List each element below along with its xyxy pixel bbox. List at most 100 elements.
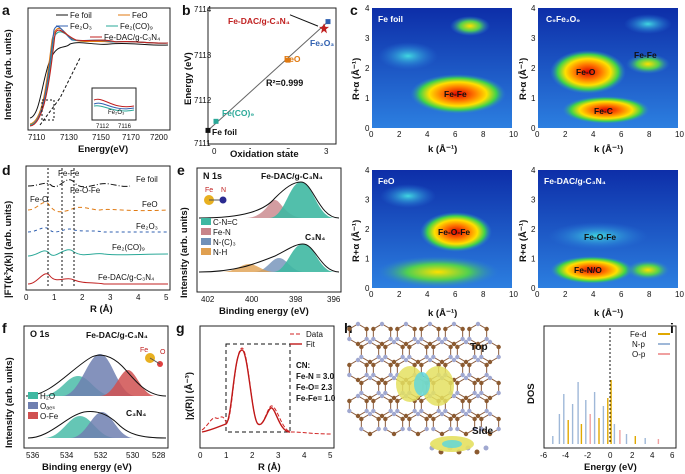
y-tick: 2 bbox=[531, 64, 536, 73]
legend-o-p: O-p bbox=[632, 350, 646, 359]
atom bbox=[391, 339, 397, 345]
y-axis-label: Intensity (arb. units) bbox=[3, 29, 14, 120]
atom bbox=[367, 359, 373, 365]
atom bbox=[355, 413, 361, 419]
atom bbox=[355, 377, 361, 383]
atom bbox=[379, 377, 385, 383]
lattice-ring bbox=[396, 323, 416, 345]
x-tick: 402 bbox=[201, 295, 215, 304]
x-tick: 4 bbox=[425, 130, 430, 139]
atom bbox=[484, 326, 489, 332]
c-n-c-peak-top bbox=[269, 182, 335, 218]
y-tick: 7113 bbox=[194, 51, 212, 60]
tile-title: FeO bbox=[378, 176, 395, 186]
plot-frame bbox=[207, 7, 337, 145]
legend-fe-foil: Fe foil bbox=[70, 11, 92, 20]
x-tick: 0 bbox=[535, 290, 540, 299]
x-tick: 2 bbox=[563, 130, 568, 139]
atom bbox=[415, 411, 421, 417]
lattice-structure bbox=[347, 321, 501, 455]
x-tick: 4 bbox=[591, 130, 596, 139]
atom bbox=[463, 339, 469, 345]
data-point bbox=[285, 57, 291, 63]
y-tick: 4 bbox=[531, 166, 536, 175]
atom-label: Fe bbox=[205, 187, 213, 194]
legend-fit: Fit bbox=[306, 340, 316, 349]
cn-heading: CN: bbox=[296, 361, 310, 370]
atom bbox=[427, 357, 433, 363]
atom bbox=[347, 336, 352, 342]
atom bbox=[415, 339, 421, 345]
lattice-ring bbox=[348, 395, 368, 417]
n-h-peak bbox=[221, 264, 275, 272]
core-level-title: O 1s bbox=[30, 329, 50, 339]
atom bbox=[451, 393, 457, 399]
atom bbox=[455, 416, 460, 422]
atom bbox=[367, 411, 373, 417]
atom bbox=[379, 413, 385, 419]
x-tick: 2 bbox=[250, 451, 255, 460]
panel-label: f bbox=[2, 320, 7, 336]
x-tick: 3 bbox=[324, 147, 329, 156]
lattice-ring bbox=[456, 377, 476, 399]
lattice-ring bbox=[372, 359, 392, 381]
data-point bbox=[213, 118, 219, 124]
atom bbox=[419, 326, 424, 332]
atom bbox=[391, 395, 397, 401]
atom bbox=[475, 413, 481, 419]
x-tick: 530 bbox=[126, 451, 140, 460]
atom bbox=[455, 390, 460, 396]
lattice-ring bbox=[468, 323, 488, 345]
lattice-ring bbox=[432, 341, 452, 363]
y-tick: 3 bbox=[531, 34, 536, 43]
atom bbox=[407, 416, 412, 422]
atom bbox=[455, 344, 460, 350]
x-tick: 532 bbox=[94, 451, 108, 460]
legend-feo: FeO bbox=[132, 11, 148, 20]
panel-b: b Energy (eV) 7111 7112 7113 7114 Fe foi… bbox=[178, 0, 348, 160]
lattice-ring bbox=[408, 413, 428, 435]
atom bbox=[467, 398, 472, 404]
atom bbox=[487, 359, 493, 365]
atom bbox=[400, 426, 405, 432]
atom bbox=[403, 321, 409, 327]
panel-g: g |χ(R)| (Å⁻³) Data Fit CN: Fe-N = 3.0 F… bbox=[172, 320, 340, 474]
atom bbox=[455, 354, 460, 360]
atom bbox=[424, 416, 429, 422]
atom bbox=[427, 341, 433, 347]
atom bbox=[359, 380, 364, 386]
lattice-ring bbox=[432, 413, 452, 435]
atom bbox=[472, 416, 477, 422]
atom bbox=[371, 326, 376, 332]
atom bbox=[403, 341, 409, 347]
y-tick: 1 bbox=[531, 255, 536, 264]
x-tick: 7200 bbox=[150, 133, 168, 142]
atom bbox=[439, 359, 445, 365]
atom bbox=[376, 416, 381, 422]
y-axis-label: R+α (Å⁻¹) bbox=[351, 220, 362, 262]
x-tick: 0 bbox=[369, 290, 374, 299]
y-axis-label: R+α (Å⁻¹) bbox=[518, 220, 529, 262]
legend-fe2co9: Fe₂(CO)₉ bbox=[112, 243, 145, 252]
peak-label: Fe-Fe bbox=[444, 89, 467, 99]
atom bbox=[475, 377, 481, 383]
panel-d: d |FT(k³χ(k)| (arb. units) Fe-Fe Fe-O Fe… bbox=[0, 160, 175, 320]
y-tick: 2 bbox=[365, 225, 370, 234]
atom bbox=[436, 408, 441, 414]
x-tick: 0 bbox=[198, 451, 203, 460]
x-tick: 0 bbox=[608, 451, 613, 460]
point-label-feo: FeO bbox=[284, 54, 301, 64]
legend-fe2o3: Fe₂O₃ bbox=[136, 222, 158, 231]
y-tick: 2 bbox=[365, 64, 370, 73]
peak-label: Fe-Fe bbox=[634, 50, 657, 60]
atom bbox=[347, 362, 352, 368]
y-axis-label: Intensity (arb. units) bbox=[179, 207, 190, 298]
plot-frame bbox=[25, 165, 171, 291]
lattice-ring bbox=[408, 341, 428, 363]
atom bbox=[376, 390, 381, 396]
plot-frame bbox=[27, 7, 171, 131]
atom bbox=[359, 390, 364, 396]
x-tick: 6 bbox=[670, 451, 675, 460]
x-tick: 5 bbox=[328, 451, 333, 460]
y-tick: 0 bbox=[365, 124, 370, 133]
